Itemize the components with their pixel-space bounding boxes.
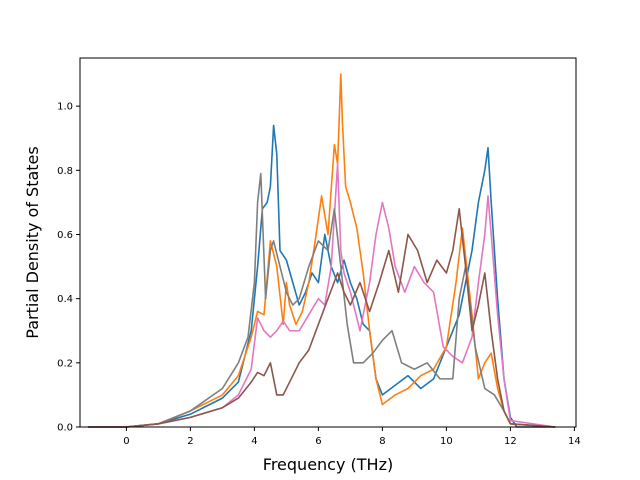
x-tick-label: 4: [251, 436, 257, 447]
series-line-3: [88, 163, 556, 428]
series-line-5: [88, 208, 556, 428]
x-tick-label: 12: [504, 436, 517, 447]
y-tick-label: 0.4: [57, 294, 73, 305]
x-tick-label: 8: [379, 436, 385, 447]
x-axis-label: Frequency (THz): [263, 455, 393, 474]
y-tick-label: 0.2: [57, 358, 73, 369]
x-tick-label: 14: [568, 436, 581, 447]
x-tick-label: 6: [315, 436, 321, 447]
y-tick-label: 0.8: [57, 166, 73, 177]
x-tick-label: 10: [440, 436, 453, 447]
plot-frame: [79, 57, 577, 428]
series-layer: [88, 73, 556, 428]
series-line-2: [88, 73, 556, 428]
y-tick-label: 1.0: [57, 102, 73, 113]
y-tick-label: 0.0: [57, 423, 73, 434]
y-axis-label: Partial Density of States: [23, 146, 42, 338]
y-tick-label: 0.6: [57, 230, 73, 241]
x-tick-label: 0: [123, 436, 129, 447]
x-tick-label: 2: [187, 436, 193, 447]
ticks-layer: 0 2 4 6 8 10 12 14 0.0 0.2 0.4 0.6 0.8 1.0: [57, 102, 581, 447]
series-line-4: [88, 172, 556, 428]
